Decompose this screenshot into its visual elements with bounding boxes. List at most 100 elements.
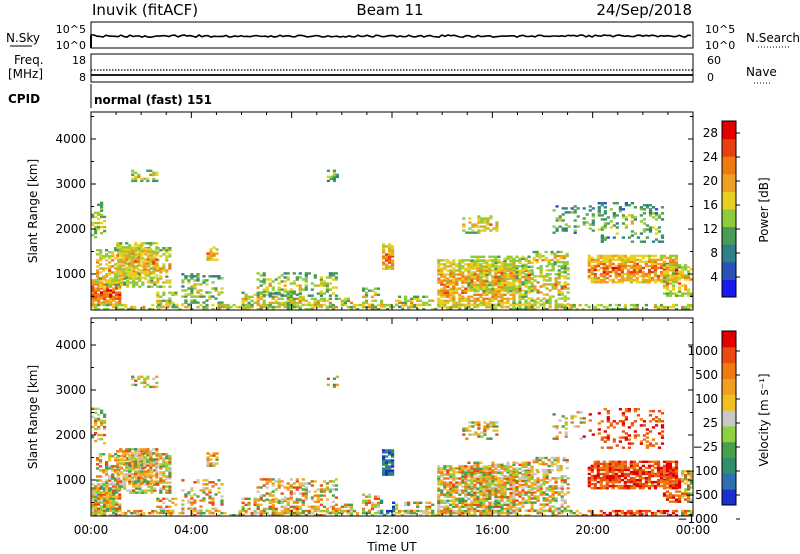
range-cell [217,293,221,296]
range-cell [382,467,386,470]
sky-left-tick-bottom: 10^0 [56,39,86,52]
range-cell [226,308,230,311]
range-cell [494,475,498,479]
range-cell [122,474,126,477]
range-cell [100,293,104,296]
range-cell [512,463,516,466]
range-cell [560,271,564,274]
range-cell [530,297,534,300]
range-cell [485,479,489,483]
range-cell [391,459,395,462]
range-cell [488,507,492,511]
range-cell [527,271,531,274]
range-cell [211,503,215,506]
range-cell [286,509,290,513]
range-cell [105,259,109,262]
range-cell [174,293,178,296]
range-cell [545,273,549,276]
range-cell [630,234,634,237]
colorbar-swatch [722,191,736,210]
range-cell [632,274,636,278]
range-cell [470,477,474,481]
range-cell [488,267,492,271]
range-cell [488,303,492,307]
range-cell [464,487,468,490]
range-cell [482,271,486,274]
range-cell [364,301,369,305]
range-cell [515,303,519,307]
range-cell [135,485,139,488]
range-cell [385,257,389,260]
range-cell [152,250,156,253]
range-cell [253,293,257,296]
range-cell [91,297,95,300]
range-cell [391,455,395,458]
range-cell [518,299,522,302]
range-cell [470,259,474,262]
range-cell [138,491,142,494]
range-cell [530,465,534,468]
range-cell [146,377,150,380]
range-cell [123,485,127,488]
range-cell [495,227,499,230]
range-cell [596,278,600,282]
range-cell [479,487,483,491]
range-cell [388,465,392,468]
range-cell [202,305,206,309]
colorbar-tick-label: 12 [703,222,718,236]
range-cell [137,264,141,267]
range-cell [458,271,462,274]
range-cell [331,286,335,289]
range-cell [678,274,682,277]
range-cell [367,501,372,504]
freq-panel: Freq. [MHz] 18 8 60 0 Nave [8,53,777,84]
range-cell [307,490,311,493]
range-cell [135,257,139,260]
range-cell [298,486,302,489]
range-cell [687,272,691,275]
range-cell [385,459,389,462]
range-cell [162,263,166,266]
range-cell [521,491,525,494]
range-cell [443,301,447,305]
range-cell [103,291,107,294]
range-cell [108,273,112,276]
range-cell [268,492,272,495]
range-cell [119,270,123,273]
range-cell [122,480,126,483]
range-cell [467,505,471,508]
range-cell [599,272,603,276]
range-cell [343,503,347,506]
range-cell [488,269,492,273]
range-cell [482,473,486,477]
range-cell [452,263,456,266]
range-cell [479,269,483,273]
range-cell [247,503,251,506]
range-cell [162,457,166,460]
range-cell [134,462,138,465]
range-cell [116,246,120,249]
range-cell [391,255,395,258]
range-cell [202,308,206,311]
range-cell [524,301,528,304]
range-cell [217,277,221,280]
range-cell [265,478,269,481]
range-cell [190,295,194,298]
range-cell [527,489,531,492]
range-cell [100,421,104,425]
range-cell [332,179,336,183]
range-cell [91,507,95,510]
range-cell [91,425,95,429]
range-cell [168,473,172,476]
range-cell [524,277,528,280]
range-cell [654,238,659,241]
range-cell [256,297,260,300]
range-cell [440,305,444,309]
range-cell [146,248,150,251]
range-cell [437,305,441,309]
range-cell [665,266,670,270]
range-cell [653,258,658,262]
range-cell [135,487,139,490]
range-cell [473,499,477,502]
range-cell [491,509,495,513]
